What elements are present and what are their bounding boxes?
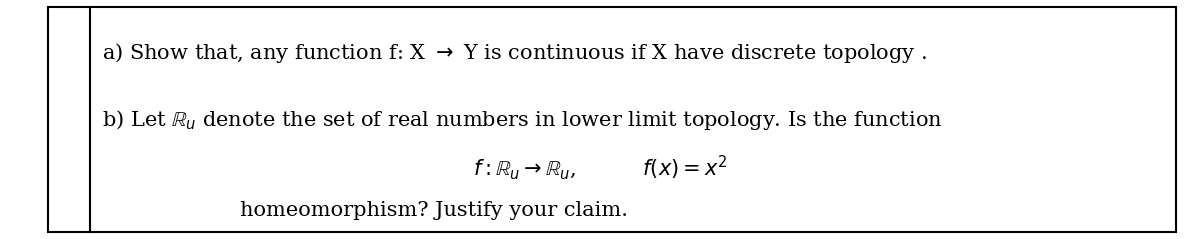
Text: a) Show that, any function f: X $\rightarrow$ Y is continuous if X have discrete: a) Show that, any function f: X $\righta… xyxy=(102,41,926,65)
Text: b) Let $\mathbb{R}_u$ denote the set of real numbers in lower limit topology. Is: b) Let $\mathbb{R}_u$ denote the set of … xyxy=(102,108,942,131)
Text: $f: \mathbb{R}_u \rightarrow \mathbb{R}_u$,          $f(x) = x^2$: $f: \mathbb{R}_u \rightarrow \mathbb{R}_… xyxy=(473,153,727,181)
Text: homeomorphism? Justify your claim.: homeomorphism? Justify your claim. xyxy=(240,201,628,220)
